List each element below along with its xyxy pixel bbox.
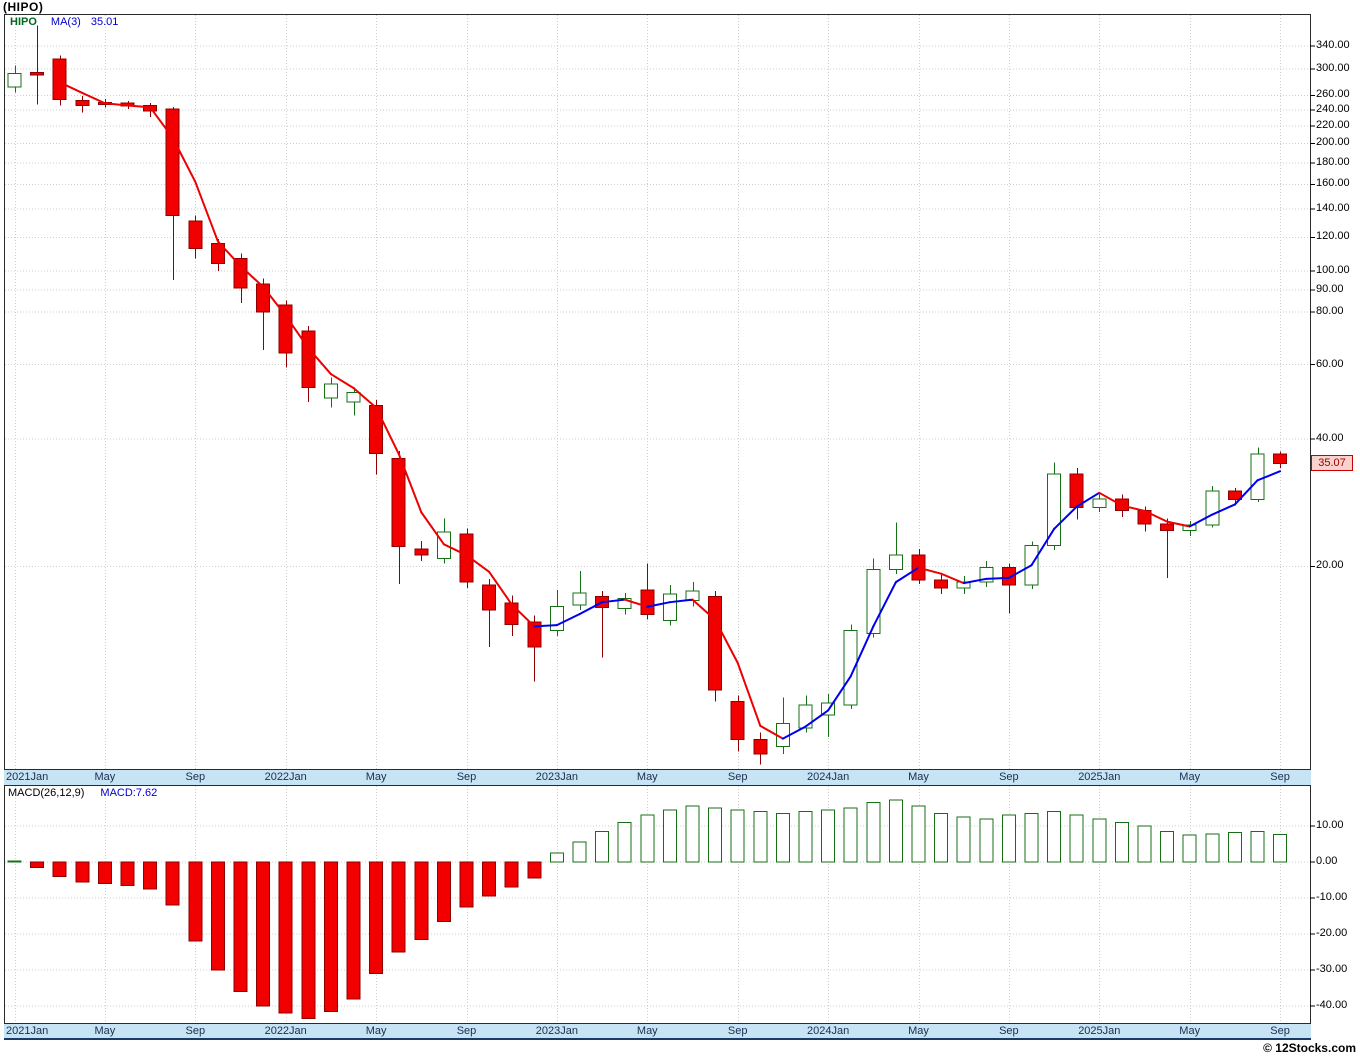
- price-panel: [4, 14, 1311, 770]
- x-axis-label: May: [908, 771, 929, 783]
- price-axis-label: 60.00: [1316, 357, 1344, 370]
- macd-axis-label: -10.00: [1316, 891, 1348, 903]
- price-axis-label: 100.00: [1316, 263, 1350, 276]
- price-axis-label: 180.00: [1316, 155, 1350, 168]
- x-axis-label: Sep: [727, 771, 748, 783]
- x-axis-band-bottom: 2021Jan May Sep 2022Jan May Sep 2023Jan May Sep 2…: [4, 1024, 1311, 1040]
- price-axis-label: 120.00: [1316, 230, 1350, 243]
- x-axis-label: 2024Jan: [806, 1025, 850, 1037]
- x-axis-label: 2025Jan: [1078, 1025, 1121, 1037]
- x-axis-label: Sep: [456, 1025, 477, 1037]
- x-axis-band-top: 2021Jan May Sep 2022Jan May Sep 2023Jan May Sep 2…: [4, 770, 1311, 785]
- legend-symbol: HIPO: [10, 16, 37, 28]
- macd-panel: [4, 785, 1311, 1024]
- x-axis-label: May: [94, 1025, 116, 1037]
- x-axis-label: May: [1179, 1025, 1201, 1037]
- chart-title: (HIPO): [3, 0, 44, 14]
- x-axis-label: 2023Jan: [535, 771, 578, 783]
- x-axis-label: Sep: [1270, 1025, 1290, 1037]
- x-axis-label: Sep: [999, 1025, 1019, 1037]
- price-axis-label: 340.00: [1316, 39, 1350, 51]
- x-axis-label: 2023Jan: [535, 1025, 578, 1037]
- price-legend: HIPO MA(3) 35.01: [10, 16, 118, 28]
- price-axis-label: 300.00: [1316, 61, 1350, 74]
- last-price-tag: 35.07: [1311, 455, 1353, 472]
- x-axis-label: Sep: [456, 771, 477, 783]
- x-axis-label: 2022Jan: [264, 1025, 307, 1037]
- macd-axis-label: 0.00: [1316, 855, 1338, 867]
- price-axis-label: 40.00: [1316, 432, 1344, 445]
- price-axis-label: 20.00: [1316, 559, 1344, 572]
- x-axis-label: May: [1179, 771, 1201, 783]
- x-axis-label: May: [365, 1025, 387, 1037]
- x-axis-label: Sep: [727, 1025, 748, 1037]
- macd-axis-label: -30.00: [1316, 963, 1348, 975]
- x-axis-label: May: [636, 771, 658, 783]
- x-axis-label: Sep: [1270, 771, 1290, 783]
- x-axis-label: 2025Jan: [1078, 771, 1121, 783]
- price-axis-label: 160.00: [1316, 177, 1350, 190]
- price-axis-label: 240.00: [1316, 102, 1350, 115]
- legend-ma-label: MA(3): [50, 16, 81, 28]
- price-axis-label: 260.00: [1316, 88, 1350, 101]
- x-axis-label: Sep: [185, 1025, 206, 1037]
- x-axis-label: May: [908, 1025, 929, 1037]
- macd-legend-value: MACD:7.62: [100, 787, 158, 799]
- price-axis-label: 80.00: [1316, 304, 1344, 317]
- x-axis-label: Sep: [185, 771, 206, 783]
- price-axis-label: 220.00: [1316, 118, 1350, 131]
- price-axis-label: 200.00: [1316, 136, 1350, 149]
- x-axis-label: 2024Jan: [806, 771, 850, 783]
- x-axis-label: 2021Jan: [6, 1025, 49, 1037]
- x-axis-label: May: [365, 771, 387, 783]
- x-axis-label: Sep: [999, 771, 1019, 783]
- x-axis-label: May: [636, 1025, 658, 1037]
- copyright-label: © 12Stocks.com: [1263, 1041, 1356, 1055]
- price-axis-label: 90.00: [1316, 283, 1344, 296]
- macd-axis-label: 10.00: [1316, 819, 1344, 831]
- macd-axis-label: -40.00: [1316, 999, 1348, 1011]
- x-axis-label: 2021Jan: [6, 771, 49, 783]
- x-axis-label: May: [94, 771, 116, 783]
- legend-ma-value: 35.01: [90, 16, 119, 28]
- price-axis-label: 140.00: [1316, 202, 1350, 214]
- macd-legend: MACD(26,12,9) MACD:7.62: [8, 787, 157, 799]
- macd-axis-label: -20.00: [1316, 927, 1348, 939]
- x-axis-label: 2022Jan: [264, 771, 307, 783]
- macd-legend-label: MACD(26,12,9): [8, 787, 85, 799]
